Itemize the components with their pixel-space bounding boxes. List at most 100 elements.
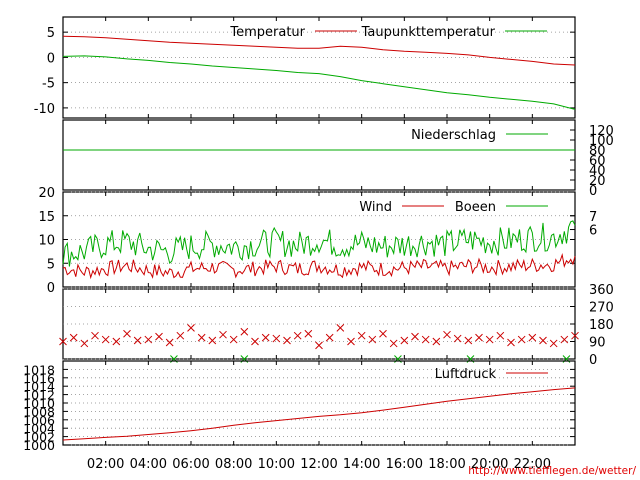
y-tick-label: 1002 xyxy=(23,430,55,445)
direction-point xyxy=(69,333,78,342)
x-tick-label: 20:00 xyxy=(471,457,508,472)
y-tick-label: 5 xyxy=(47,26,55,41)
x-tick-label: 12:00 xyxy=(300,457,337,472)
direction-point xyxy=(293,331,302,340)
y2-tick-label: 360 xyxy=(589,283,614,298)
legend-label: Temperatur xyxy=(229,25,305,40)
legend-label: Boeen xyxy=(455,200,496,215)
y-tick-label: 1008 xyxy=(23,404,55,419)
direction-point xyxy=(165,338,174,347)
panel-5 xyxy=(62,360,576,446)
direction-point xyxy=(123,329,131,338)
direction-point xyxy=(528,333,537,342)
direction-point xyxy=(240,327,249,336)
legend-label: Luftdruck xyxy=(435,367,497,382)
panel-4 xyxy=(59,288,579,363)
y-tick-label: 1012 xyxy=(23,388,55,403)
direction-point xyxy=(219,330,227,339)
direction-point xyxy=(507,338,515,347)
legend-label: Taupunkttemperatur xyxy=(361,25,496,40)
y-tick-label: 0 xyxy=(47,281,55,296)
y2-tick-label: 6 xyxy=(589,224,597,239)
y2-tick-label: 60 xyxy=(589,154,606,169)
direction-point xyxy=(80,339,89,348)
series-line xyxy=(62,387,576,441)
x-tick-label: 14:00 xyxy=(343,457,380,472)
direction-point xyxy=(261,333,270,342)
y2-tick-label: 0 xyxy=(589,353,597,368)
direction-point xyxy=(379,329,387,338)
direction-point xyxy=(464,336,473,345)
direction-point xyxy=(400,336,409,345)
series-line xyxy=(62,252,576,280)
direction-point xyxy=(549,339,558,348)
y2-tick-label: 0 xyxy=(589,184,597,199)
x-tick-label: 18:00 xyxy=(428,457,465,472)
x-tick-label: 10:00 xyxy=(258,457,295,472)
y-tick-label: 1014 xyxy=(23,379,55,394)
direction-point xyxy=(304,329,313,338)
direction-point xyxy=(187,324,195,332)
panel-2 xyxy=(62,119,576,191)
y2-tick-label: 100 xyxy=(589,134,614,149)
direction-point xyxy=(208,336,217,345)
footer-url: http://www.tiefflegen.de/wetter/ xyxy=(468,465,636,477)
y-tick-label: 1006 xyxy=(23,413,55,428)
x-tick-label: 16:00 xyxy=(386,457,423,472)
panel-1 xyxy=(62,16,576,119)
panel-3 xyxy=(62,191,576,288)
direction-point xyxy=(432,337,441,346)
y-tick-label: 1010 xyxy=(23,396,55,411)
y2-tick-label: 270 xyxy=(589,301,614,316)
direction-point xyxy=(197,333,206,342)
series-line xyxy=(62,220,576,267)
direction-point xyxy=(336,324,345,332)
y-tick-label: 0 xyxy=(47,51,55,66)
y2-tick-label: 40 xyxy=(589,164,606,179)
y-tick-label: 15 xyxy=(38,210,55,225)
direction-point xyxy=(485,335,494,344)
direction-point xyxy=(101,335,110,344)
y-tick-label: -5 xyxy=(42,77,55,92)
y2-tick-label: 7 xyxy=(589,210,597,225)
direction-point xyxy=(571,331,579,340)
direction-point xyxy=(229,335,238,344)
y2-tick-label: 80 xyxy=(589,144,606,159)
direction-point xyxy=(144,335,153,344)
direction-point xyxy=(283,336,291,345)
y-tick-label: 20 xyxy=(38,186,55,201)
direction-point xyxy=(325,333,334,342)
x-tick-label: 22:00 xyxy=(514,457,551,472)
x-tick-label: 08:00 xyxy=(215,457,252,472)
direction-point xyxy=(357,331,366,340)
x-tick-label: 06:00 xyxy=(172,457,209,472)
legend-label: Wind xyxy=(359,200,392,215)
direction-point xyxy=(251,337,259,346)
series-line xyxy=(62,55,576,110)
y-tick-label: 10 xyxy=(38,234,55,249)
y-tick-label: 1000 xyxy=(23,438,55,453)
direction-point xyxy=(59,337,67,346)
direction-point xyxy=(272,334,281,343)
direction-point xyxy=(453,334,462,343)
direction-point xyxy=(368,335,377,344)
direction-point xyxy=(91,331,99,340)
direction-point xyxy=(517,335,526,344)
y2-tick-label: 120 xyxy=(589,124,614,139)
direction-point xyxy=(443,330,451,339)
direction-point xyxy=(539,336,547,345)
panel-frame xyxy=(62,119,576,191)
y-tick-label: 1016 xyxy=(23,371,55,386)
y-tick-label: 1018 xyxy=(23,362,55,377)
direction-point xyxy=(315,341,323,350)
direction-point xyxy=(411,332,419,341)
y-tick-label: 5 xyxy=(47,257,55,272)
x-tick-label: 04:00 xyxy=(130,457,167,472)
y2-tick-label: 90 xyxy=(589,336,606,351)
direction-point xyxy=(475,333,483,342)
direction-point xyxy=(155,332,163,341)
direction-point xyxy=(133,336,142,345)
x-tick-label: 02:00 xyxy=(87,457,124,472)
